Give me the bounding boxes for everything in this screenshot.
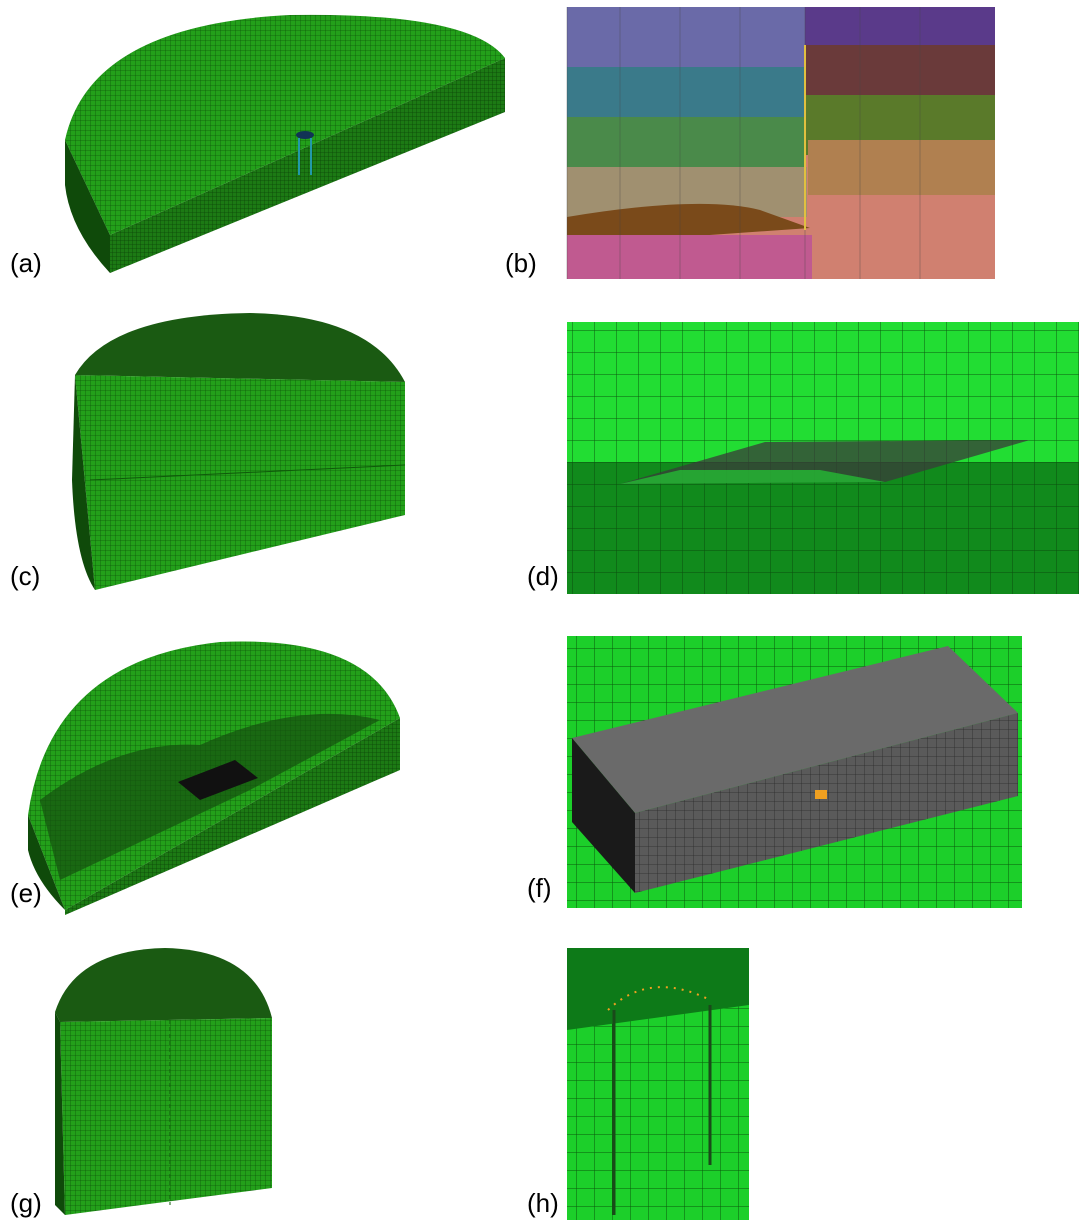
panel-label: (c) [10, 561, 40, 591]
panel-h-image [567, 948, 749, 1220]
panel-label: (d) [527, 561, 559, 591]
panel-g-image [55, 948, 272, 1215]
panel-e-image [28, 641, 400, 915]
panel-label: (e) [10, 878, 42, 908]
figure: (a) (b) (c) (d) (e) (f) (g) (h) [0, 0, 1079, 1221]
panel-b-image [567, 7, 995, 279]
panel-label: (f) [527, 873, 552, 903]
panel-f-image [567, 636, 1022, 908]
panel-label: (a) [10, 248, 42, 278]
panel-label: (g) [10, 1188, 42, 1218]
panel-c-image [72, 313, 405, 590]
panel-d-image [567, 322, 1079, 594]
panel-label: (b) [505, 248, 537, 278]
panel-a-image [65, 15, 505, 273]
panel-label: (h) [527, 1188, 559, 1218]
